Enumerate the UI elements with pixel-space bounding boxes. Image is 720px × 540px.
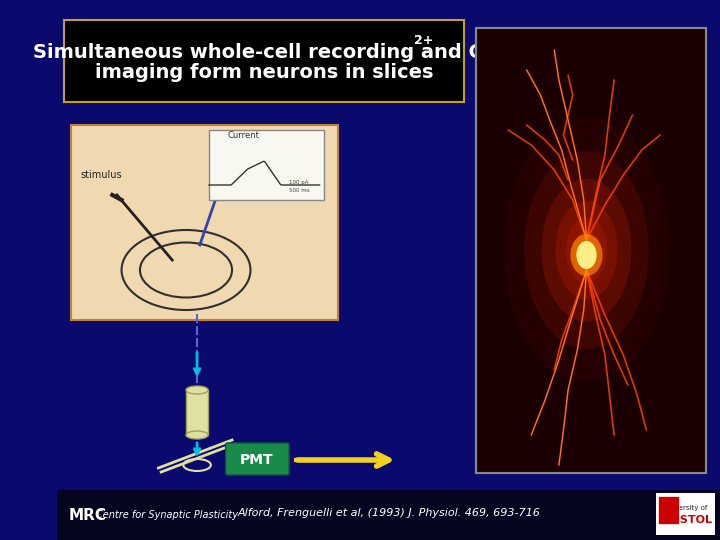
Ellipse shape (570, 234, 603, 276)
Ellipse shape (555, 200, 618, 300)
Ellipse shape (541, 179, 631, 321)
FancyBboxPatch shape (65, 20, 464, 102)
Text: stimulus: stimulus (80, 170, 122, 180)
Ellipse shape (574, 230, 599, 270)
Ellipse shape (186, 431, 208, 439)
Text: PMT: PMT (240, 453, 274, 467)
Bar (655, 493, 716, 535)
Text: imaging form neurons in slices: imaging form neurons in slices (95, 63, 433, 82)
Text: University of: University of (663, 505, 707, 511)
Bar (209, 130, 324, 200)
Ellipse shape (566, 217, 607, 283)
Ellipse shape (577, 241, 597, 269)
Ellipse shape (504, 118, 670, 382)
Text: 500 ms: 500 ms (289, 188, 310, 193)
Ellipse shape (524, 151, 649, 349)
Bar (658, 496, 678, 524)
Bar (71, 125, 338, 320)
Text: Current: Current (228, 131, 259, 140)
Bar (57, 490, 720, 540)
Text: Alford, Frenguelli et al, (1993) J. Physiol. 469, 693-716: Alford, Frenguelli et al, (1993) J. Phys… (237, 508, 540, 518)
Bar (476, 28, 706, 473)
Ellipse shape (186, 386, 208, 394)
Text: Simultaneous whole-cell recording and Ca: Simultaneous whole-cell recording and Ca (33, 43, 496, 62)
Bar (476, 28, 706, 473)
Text: 2+: 2+ (414, 35, 433, 48)
Text: 100 pA: 100 pA (289, 180, 309, 185)
Text: MRC: MRC (68, 508, 106, 523)
Bar (186, 390, 208, 435)
FancyBboxPatch shape (225, 443, 289, 475)
Text: Centre for Synaptic Plasticity: Centre for Synaptic Plasticity (96, 510, 238, 520)
Text: BRISTOL: BRISTOL (659, 515, 711, 525)
